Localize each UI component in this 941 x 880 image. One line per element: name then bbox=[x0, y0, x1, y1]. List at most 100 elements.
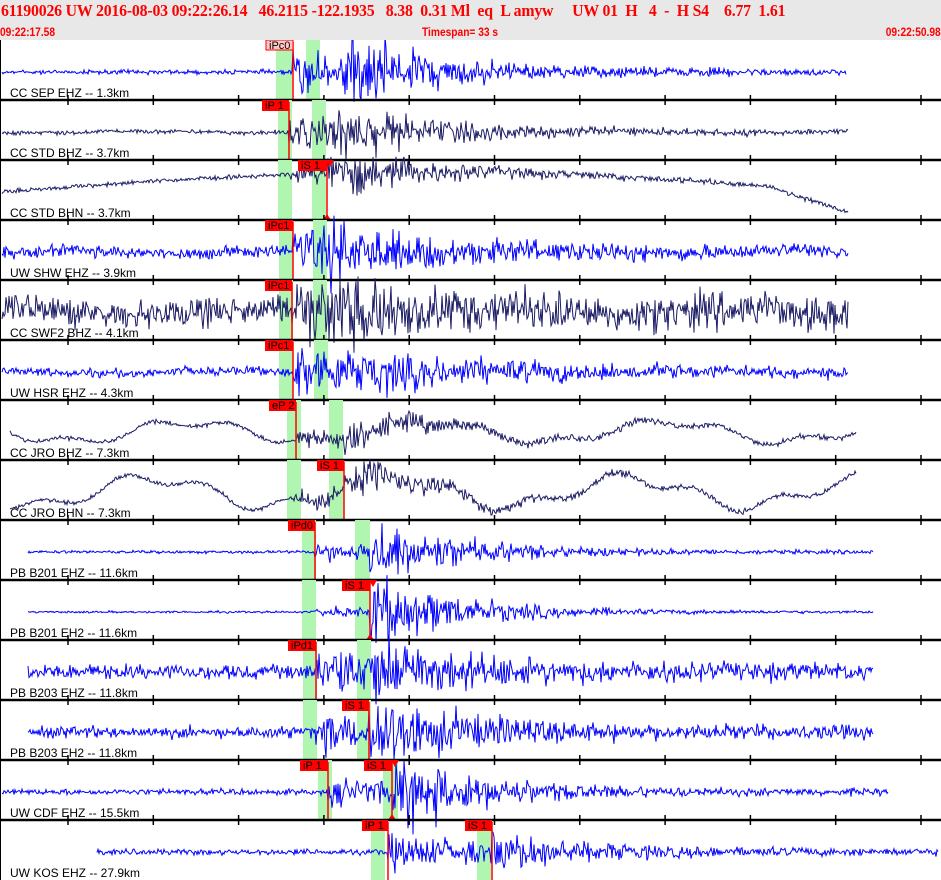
waveform bbox=[27, 705, 874, 760]
waveform bbox=[27, 523, 874, 575]
phase-window bbox=[357, 700, 371, 760]
trace-row[interactable]: iPd1 PB B203 EHZ -- 11.8km bbox=[0, 634, 941, 705]
event-header: 61190026 UW 2016-08-03 09:22:26.14 46.21… bbox=[0, 0, 941, 40]
trace-row[interactable]: iS 1 CC STD BHN -- 3.7km bbox=[0, 156, 941, 225]
pick-label: iS 1 bbox=[320, 460, 339, 472]
trace-label: UW HSR EHZ -- 4.3km bbox=[10, 386, 133, 400]
pick-flag bbox=[298, 160, 327, 171]
pick-label: iPc0 bbox=[269, 40, 290, 52]
pick-flag bbox=[342, 700, 369, 711]
phase-pick[interactable]: iPc1 bbox=[265, 220, 294, 280]
phase-pick[interactable]: iS 1 bbox=[342, 580, 377, 640]
pick-label: iS 1 bbox=[367, 760, 386, 772]
phase-window bbox=[287, 400, 301, 460]
trace-label: CC JRO BHZ -- 7.3km bbox=[10, 446, 129, 460]
phase-pick[interactable]: iPc1 bbox=[265, 280, 293, 340]
trace-row[interactable]: iPc1 UW HSR EHZ -- 4.3km bbox=[0, 340, 941, 405]
pick-label: iP 1 bbox=[265, 100, 284, 112]
trace-row[interactable]: iPc0 CC SEP EHZ -- 1.3km bbox=[0, 40, 941, 105]
pick-label: iP 1 bbox=[303, 760, 322, 772]
pick-flag bbox=[262, 100, 289, 111]
trace-row[interactable]: iS 1 CC JRO BHN -- 7.3km bbox=[0, 459, 941, 525]
phase-window bbox=[355, 520, 370, 580]
trace-label: CC STD BHN -- 3.7km bbox=[10, 206, 131, 220]
trace-label: UW KOS EHZ -- 27.9km bbox=[10, 866, 140, 880]
pick-marker-icon bbox=[369, 580, 377, 587]
event-summary: 61190026 UW 2016-08-03 09:22:26.14 46.21… bbox=[1, 1, 786, 20]
waveform bbox=[1, 40, 847, 102]
phase-pick[interactable]: iP 1 bbox=[362, 820, 389, 880]
timespan: Timespan= 33 s bbox=[422, 25, 499, 39]
pick-label: iPd1 bbox=[291, 640, 313, 652]
waveform bbox=[9, 459, 857, 516]
phase-pick[interactable]: iPc0 bbox=[265, 40, 294, 100]
pick-flag bbox=[288, 640, 316, 651]
waveform bbox=[27, 634, 874, 705]
phase-window bbox=[278, 160, 292, 220]
phase-pick[interactable]: iPc1 bbox=[265, 340, 294, 400]
waveform bbox=[1, 348, 849, 398]
trace-label: PB B201 EH2 -- 11.6km bbox=[10, 626, 137, 640]
pick-label: iS 1 bbox=[468, 820, 487, 832]
trace-label: CC JRO BHN -- 7.3km bbox=[10, 506, 131, 520]
waveform bbox=[27, 575, 874, 644]
pick-marker-icon bbox=[366, 634, 374, 640]
trace-row[interactable]: iS 1 PB B203 EH2 -- 11.8km bbox=[0, 700, 941, 765]
pick-flag bbox=[265, 40, 294, 51]
pick-flag bbox=[288, 520, 315, 531]
pick-label: iPc1 bbox=[268, 340, 289, 352]
waveform bbox=[1, 760, 889, 835]
pick-flag bbox=[265, 340, 293, 351]
pick-label: eP 2 bbox=[272, 400, 294, 412]
phase-pick[interactable]: iP 1 bbox=[300, 760, 329, 820]
pick-flag bbox=[300, 760, 328, 771]
trace-row[interactable]: iP 1 iS 1 UW KOS EHZ -- 27.9km bbox=[10, 820, 939, 880]
phase-window bbox=[477, 820, 491, 880]
trace-label: PB B201 EHZ -- 11.6km bbox=[10, 566, 138, 580]
pick-flag bbox=[317, 460, 344, 471]
trace-row[interactable]: iPd0 PB B201 EHZ -- 11.6km bbox=[0, 520, 941, 585]
start-time: 09:22:17.58 bbox=[0, 25, 56, 39]
pick-label: iPc1 bbox=[268, 280, 289, 292]
phase-pick[interactable]: iS 1 bbox=[298, 160, 334, 220]
trace-label: UW SHW EHZ -- 3.9km bbox=[10, 266, 136, 280]
pick-flag bbox=[364, 760, 392, 771]
pick-marker-icon bbox=[323, 214, 331, 220]
pick-flag bbox=[362, 820, 388, 831]
waveform bbox=[1, 156, 849, 214]
trace-label: UW CDF EHZ -- 15.5km bbox=[10, 806, 139, 820]
phase-window bbox=[383, 760, 398, 820]
trace-row[interactable]: iPc1 CC SWF2 BHZ -- 4.1km bbox=[0, 276, 941, 353]
trace-label: PB B203 EH2 -- 11.8km bbox=[10, 746, 137, 760]
end-time: 09:22:50.98 bbox=[885, 25, 941, 39]
waveform bbox=[9, 409, 857, 455]
phase-window bbox=[371, 820, 385, 880]
trace-row[interactable]: iS 1 PB B201 EH2 -- 11.6km bbox=[0, 575, 941, 645]
pick-flag bbox=[265, 220, 293, 231]
pick-flag bbox=[342, 580, 370, 591]
waveform bbox=[1, 215, 849, 294]
phase-window bbox=[276, 40, 292, 100]
waveform bbox=[96, 830, 939, 874]
phase-window bbox=[312, 100, 326, 160]
waveform bbox=[1, 276, 849, 353]
phase-pick[interactable]: eP 2 bbox=[269, 400, 297, 460]
phase-pick[interactable]: iPd0 bbox=[288, 520, 316, 580]
phase-pick[interactable]: iS 1 bbox=[342, 700, 370, 760]
trace-label: PB B203 EHZ -- 11.8km bbox=[10, 686, 138, 700]
seismogram-panel[interactable]: iPc0 CC SEP EHZ -- 1.3km iP 1 CC STD BHZ --… bbox=[0, 40, 941, 880]
pick-label: iP 1 bbox=[365, 820, 384, 832]
phase-window bbox=[279, 220, 293, 280]
phase-pick[interactable]: iS 1 bbox=[465, 820, 493, 880]
phase-window bbox=[355, 580, 370, 640]
trace-row[interactable]: iPc1 UW SHW EHZ -- 3.9km bbox=[0, 215, 941, 294]
phase-pick[interactable]: iPd1 bbox=[288, 640, 317, 700]
pick-label: iS 1 bbox=[345, 580, 364, 592]
trace-row[interactable]: eP 2 CC JRO BHZ -- 7.3km bbox=[0, 400, 941, 465]
phase-pick[interactable]: iS 1 bbox=[364, 760, 399, 820]
phase-window bbox=[302, 520, 316, 580]
phase-pick[interactable]: iS 1 bbox=[317, 460, 345, 520]
pick-marker-icon bbox=[391, 760, 399, 767]
trace-row[interactable]: iP 1 CC STD BHZ -- 3.7km bbox=[0, 100, 941, 165]
phase-pick[interactable]: iP 1 bbox=[262, 100, 290, 160]
